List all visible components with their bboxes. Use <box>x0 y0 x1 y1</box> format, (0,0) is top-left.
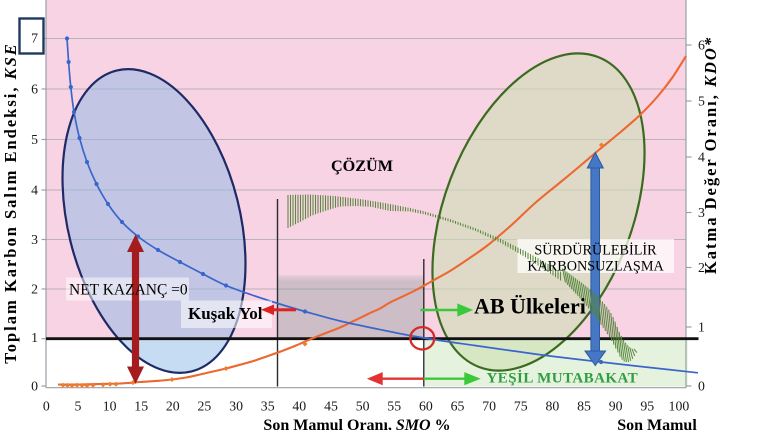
svg-text:Kuşak Yol: Kuşak Yol <box>188 304 263 323</box>
svg-text:4: 4 <box>31 183 38 198</box>
svg-text:75: 75 <box>514 399 528 414</box>
svg-text:KARBONSUZLAŞMA: KARBONSUZLAŞMA <box>527 259 664 275</box>
svg-text:5: 5 <box>74 399 81 414</box>
svg-text:0: 0 <box>43 399 50 414</box>
svg-text:2: 2 <box>31 282 38 297</box>
svg-text:45: 45 <box>324 399 338 414</box>
svg-text:25: 25 <box>198 399 212 414</box>
svg-text:Toplam Karbon Salım Endeksi, K: Toplam Karbon Salım Endeksi, KSE <box>1 42 20 364</box>
svg-text:6: 6 <box>698 38 705 53</box>
svg-text:6: 6 <box>31 82 38 97</box>
svg-text:3: 3 <box>31 232 38 247</box>
svg-text:55: 55 <box>387 399 401 414</box>
svg-text:1: 1 <box>31 330 38 345</box>
svg-text:10: 10 <box>103 399 117 414</box>
svg-text:ÇÖZÜM: ÇÖZÜM <box>331 157 393 175</box>
svg-text:7: 7 <box>31 31 38 46</box>
svg-text:85: 85 <box>577 399 591 414</box>
svg-text:60: 60 <box>419 399 433 414</box>
svg-text:95: 95 <box>640 399 654 414</box>
svg-text:0: 0 <box>31 378 38 393</box>
svg-text:0: 0 <box>698 379 705 394</box>
svg-text:5: 5 <box>698 94 705 109</box>
svg-text:50: 50 <box>356 399 370 414</box>
svg-text:SÜRDÜRÜLEBİLİR: SÜRDÜRÜLEBİLİR <box>534 242 657 259</box>
svg-text:5: 5 <box>31 132 38 147</box>
svg-text:3: 3 <box>698 205 705 220</box>
svg-text:80: 80 <box>546 399 560 414</box>
svg-text:1: 1 <box>698 320 705 335</box>
svg-text:4: 4 <box>698 150 705 165</box>
svg-text:100: 100 <box>669 399 690 414</box>
svg-text:YEŞİL MUTABAKAT: YEŞİL MUTABAKAT <box>487 370 639 387</box>
svg-text:AB Ülkeleri: AB Ülkeleri <box>474 294 586 319</box>
svg-text:2: 2 <box>698 260 705 275</box>
svg-text:Son Mamul Oranı, SMO %: Son Mamul Oranı, SMO % <box>263 417 450 430</box>
svg-text:30: 30 <box>229 399 243 414</box>
svg-text:20: 20 <box>166 399 180 414</box>
svg-text:40: 40 <box>292 399 306 414</box>
svg-text:Katma Değer Oranı, KDO*: Katma Değer Oranı, KDO* <box>701 36 720 274</box>
svg-text:90: 90 <box>609 399 623 414</box>
svg-text:35: 35 <box>261 399 275 414</box>
svg-text:65: 65 <box>451 399 465 414</box>
svg-text:Son Mamul: Son Mamul <box>617 417 697 430</box>
svg-text:70: 70 <box>482 399 496 414</box>
svg-text:15: 15 <box>134 399 148 414</box>
svg-text:NET KAZANÇ =0: NET KAZANÇ =0 <box>69 282 188 299</box>
